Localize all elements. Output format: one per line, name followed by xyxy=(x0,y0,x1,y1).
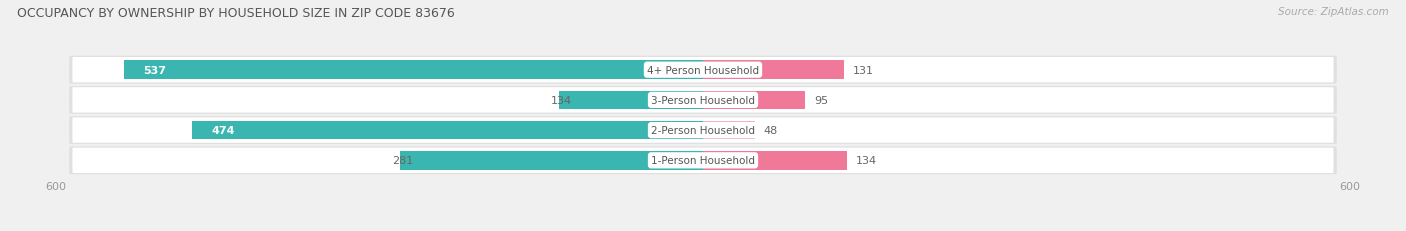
Bar xyxy=(703,151,848,170)
Text: 474: 474 xyxy=(211,126,235,136)
Text: 131: 131 xyxy=(853,65,875,75)
Text: 95: 95 xyxy=(814,95,828,105)
FancyBboxPatch shape xyxy=(73,148,1333,173)
FancyBboxPatch shape xyxy=(73,58,1333,83)
Bar xyxy=(558,91,703,110)
Text: 2-Person Household: 2-Person Household xyxy=(651,126,755,136)
Text: OCCUPANCY BY OWNERSHIP BY HOUSEHOLD SIZE IN ZIP CODE 83676: OCCUPANCY BY OWNERSHIP BY HOUSEHOLD SIZE… xyxy=(17,7,454,20)
Bar xyxy=(703,121,755,140)
Text: 537: 537 xyxy=(143,65,166,75)
Bar xyxy=(124,61,703,80)
Bar xyxy=(703,91,806,110)
Bar xyxy=(703,61,844,80)
FancyBboxPatch shape xyxy=(73,118,1333,143)
FancyBboxPatch shape xyxy=(69,57,1337,84)
FancyBboxPatch shape xyxy=(69,117,1337,144)
Text: 4+ Person Household: 4+ Person Household xyxy=(647,65,759,75)
FancyBboxPatch shape xyxy=(73,88,1333,113)
Text: Source: ZipAtlas.com: Source: ZipAtlas.com xyxy=(1278,7,1389,17)
FancyBboxPatch shape xyxy=(69,147,1337,174)
Bar xyxy=(401,151,703,170)
Text: 3-Person Household: 3-Person Household xyxy=(651,95,755,105)
Bar xyxy=(193,121,703,140)
Text: 281: 281 xyxy=(392,156,413,166)
Text: 134: 134 xyxy=(856,156,877,166)
FancyBboxPatch shape xyxy=(69,87,1337,114)
Text: 134: 134 xyxy=(550,95,571,105)
Text: 48: 48 xyxy=(763,126,778,136)
Text: 1-Person Household: 1-Person Household xyxy=(651,156,755,166)
